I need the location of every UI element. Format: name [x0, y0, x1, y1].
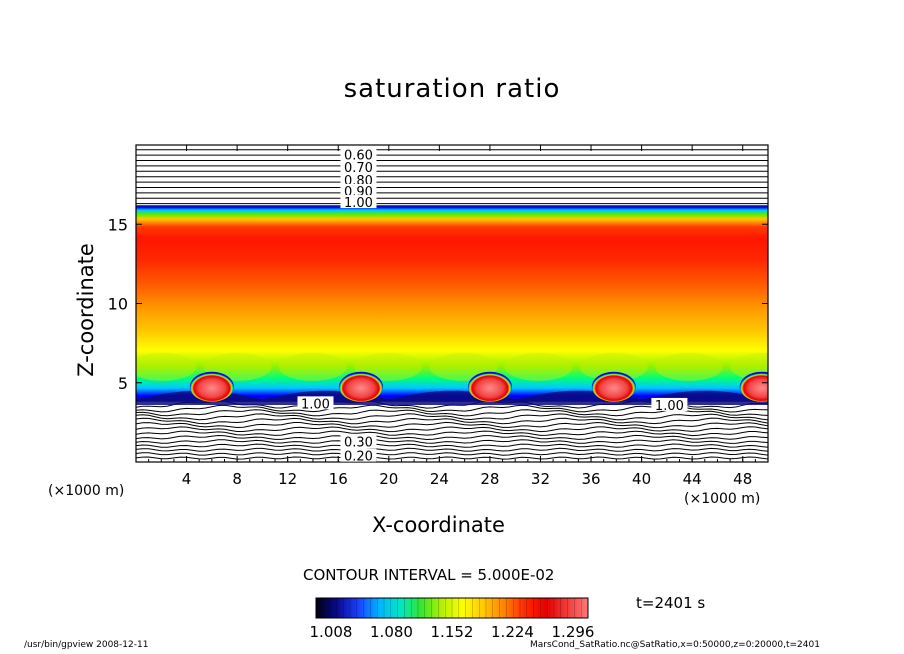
x-tick-label: 36	[581, 470, 600, 488]
contour-label-upper: 0.60	[344, 149, 373, 164]
x-tick-label: 24	[430, 470, 449, 488]
x-tick-label: 44	[683, 470, 702, 488]
x-axis-unit-right: (×1000 m)	[684, 491, 761, 507]
lower-contour-line	[136, 456, 768, 460]
x-tick-label: 48	[733, 470, 752, 488]
colorbar-tick-label: 1.008	[310, 623, 353, 641]
contour-label-upper-bg	[340, 172, 377, 186]
lower-contour-line	[136, 430, 768, 437]
footer-program-date: /usr/bin/gpview 2008-12-11	[24, 640, 149, 650]
colorbar-tick-label: 1.296	[552, 623, 595, 641]
x-axis-unit-left: (×1000 m)	[48, 483, 125, 499]
lower-contour-line	[136, 409, 768, 417]
plume-blob	[504, 352, 573, 381]
cloud-cell	[338, 371, 383, 402]
plume-blob	[136, 352, 197, 381]
lower-contour-line	[136, 443, 768, 448]
contour-label-upper-bg	[340, 195, 377, 209]
contour-label-upper: 1.00	[344, 196, 373, 211]
lower-contour-line	[136, 421, 768, 429]
contour-label-one: 1.00	[301, 397, 330, 412]
contour-label-upper-bg	[340, 160, 377, 174]
plot-area	[136, 149, 768, 460]
colorbar-tick-label: 1.152	[431, 623, 474, 641]
lower-contour-line	[136, 452, 768, 456]
plume-blob	[278, 352, 347, 381]
contour-label-lower-bg	[340, 448, 377, 462]
contour-label-one-bg	[651, 397, 688, 411]
lower-contour-line	[136, 439, 768, 444]
plume-blob	[579, 352, 648, 381]
contour-label-lower-bg	[340, 434, 377, 448]
colorbar-tick-label: 1.224	[491, 623, 534, 641]
footer-source-variable: MarsCond_SatRatio.nc@SatRatio,x=0:50000,…	[530, 640, 820, 650]
contour-label-lower: 0.20	[344, 450, 373, 465]
x-tick-label: 40	[632, 470, 651, 488]
cloud-cell	[467, 371, 512, 402]
colorbar-tick-label: 1.080	[370, 623, 413, 641]
lower-contour-line	[136, 417, 768, 425]
chart-title: saturation ratio	[343, 74, 561, 104]
x-tick-label: 16	[329, 470, 348, 488]
contour-label-lower: 0.30	[344, 435, 373, 450]
supersaturated-band	[136, 205, 768, 402]
plume-blob	[655, 352, 723, 381]
x-tick-label: 32	[531, 470, 550, 488]
contour-interval-label: CONTOUR INTERVAL = 5.000E-02	[303, 566, 555, 584]
y-tick-label: 15	[108, 215, 128, 234]
cloud-cell	[739, 371, 768, 402]
contour-label-upper-bg	[340, 183, 377, 197]
x-tick-label: 28	[480, 470, 499, 488]
y-tick-label: 10	[108, 295, 128, 314]
x-tick-label: 4	[182, 470, 192, 488]
contour-label-one-bg	[297, 396, 334, 410]
lower-contour-line	[136, 447, 768, 452]
time-label: t=2401 s	[636, 594, 706, 612]
lower-contour-line	[136, 434, 768, 441]
x-tick-label: 12	[278, 470, 297, 488]
x-tick-label: 20	[379, 470, 398, 488]
x-axis-label: X-coordinate	[372, 513, 505, 537]
contour-label-upper-bg	[340, 147, 377, 161]
contour-label-upper: 0.70	[344, 161, 373, 176]
lower-contour-line	[136, 413, 768, 421]
cloud-cell	[189, 371, 234, 402]
y-tick-label: 5	[118, 374, 128, 393]
lower-contour-line	[136, 426, 768, 433]
contour-label-one: 1.00	[655, 399, 684, 414]
cloud-cell	[591, 371, 636, 402]
x-tick-label: 8	[232, 470, 242, 488]
